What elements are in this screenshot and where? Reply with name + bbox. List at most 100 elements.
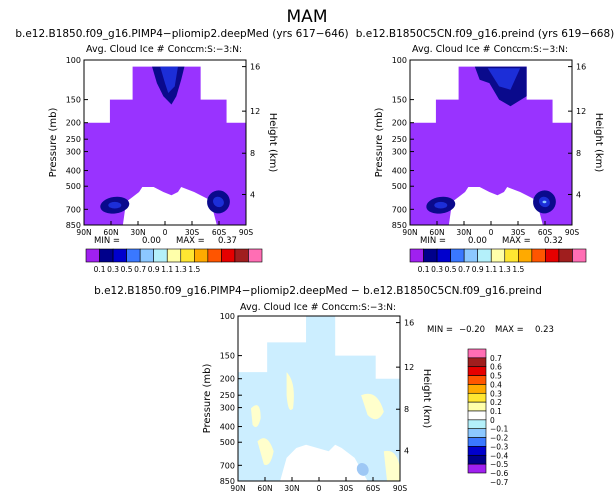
x-tick-label: 60S <box>366 484 381 493</box>
y-tick-label: 500 <box>66 182 81 191</box>
contour-blob-sh-peak <box>542 200 547 204</box>
colorbar-label: −0.6 <box>490 469 508 478</box>
colorbar-swatch <box>467 437 487 447</box>
contour-inner-tropics <box>487 68 521 90</box>
colorbar-swatch <box>490 248 506 263</box>
contour-blob-nh-inner <box>108 201 122 209</box>
colorbar-label: 0.1 <box>94 265 106 274</box>
colorbar: 0.70.60.50.40.30.20.10−0.1−0.2−0.3−0.4−0… <box>467 348 508 487</box>
colorbar-label: −0.2 <box>490 434 508 443</box>
height-tick-label: 8 <box>576 149 581 158</box>
contour-neg-1 <box>356 463 369 476</box>
colorbar-swatch <box>558 248 573 263</box>
colorbar-label: 0.7 <box>490 354 502 363</box>
x-tick-label: 60S <box>212 228 227 237</box>
x-tick-label: 0 <box>163 228 168 237</box>
y-tick-label: 250 <box>392 135 407 144</box>
height-tick-label: 12 <box>250 107 260 116</box>
x-tick-label: 90N <box>402 228 417 237</box>
y-tick-label: 250 <box>220 391 235 400</box>
y-tick-label: 500 <box>392 182 407 191</box>
stat-min-label: MIN = <box>427 325 453 335</box>
stat-max-value: 0.37 <box>218 236 237 246</box>
colorbar-label: 0.3 <box>107 265 119 274</box>
y-axis-label-right: Height (km) <box>267 113 278 173</box>
colorbar-swatch <box>467 392 487 403</box>
contour-fill-low <box>84 66 246 225</box>
colorbar-swatch <box>545 248 560 263</box>
contour-pos-5 <box>383 450 400 481</box>
y-tick-label: 200 <box>392 119 407 128</box>
colorbar-swatch <box>166 248 182 263</box>
colorbar-swatch <box>126 248 141 263</box>
stat-min-value: −0.20 <box>459 325 485 335</box>
colorbar-label: 0.1 <box>490 407 502 416</box>
colorbar-swatch <box>467 348 487 359</box>
chart-panel-2: b.e12.B1850C5CN.f09_g16.preind (yrs 619−… <box>356 28 615 274</box>
colorbar-swatch <box>436 248 451 263</box>
x-tick-label: 60N <box>103 228 118 237</box>
contour-blob-nh-inner <box>434 201 448 209</box>
height-tick-label: 12 <box>404 363 414 372</box>
plot-area <box>410 66 572 225</box>
plot-area <box>238 316 400 481</box>
stat-min-value: 0.00 <box>468 236 487 246</box>
y-tick-label: 100 <box>220 312 235 321</box>
x-tick-label: 90S <box>239 228 254 237</box>
x-tick-label: 90S <box>565 228 580 237</box>
y-tick-label: 500 <box>220 438 235 447</box>
colorbar-label: 0.5 <box>445 265 457 274</box>
colorbar-label: −0.3 <box>490 442 508 451</box>
colorbar-swatch <box>234 248 249 263</box>
y-tick-label: 150 <box>392 96 407 105</box>
panel-title: b.e12.B1850.f09_g16.PIMP4−pliomip2.deepM… <box>15 28 348 40</box>
figure-title: MAM <box>287 7 328 27</box>
height-tick-label: 4 <box>576 190 581 199</box>
colorbar-label: 0.6 <box>490 363 502 372</box>
colorbar-swatch <box>409 248 424 263</box>
panel-title: b.e12.B1850.f09_g16.PIMP4−pliomip2.deepM… <box>94 285 542 297</box>
y-tick-label: 150 <box>66 96 81 105</box>
contour-fill-low <box>410 66 572 225</box>
contour-pos-2 <box>257 438 274 466</box>
colorbar-swatch <box>423 248 438 263</box>
stat-max-label: MAX = <box>495 325 524 335</box>
height-tick-label: 4 <box>404 446 409 455</box>
x-tick-label: 30N <box>130 228 145 237</box>
colorbar-swatch <box>467 410 487 421</box>
x-tick-label: 90N <box>76 228 91 237</box>
y-tick-label: 850 <box>392 221 407 230</box>
y-tick-label: 850 <box>220 477 235 486</box>
colorbar-swatch <box>194 248 209 263</box>
colorbar: 0.1 0.3 0.5 0.7 0.9 1.1 1.3 1.5 <box>85 248 263 274</box>
x-tick-label: 30S <box>185 228 200 237</box>
x-tick-label: 60N <box>429 228 444 237</box>
y-tick-label: 150 <box>220 352 235 361</box>
colorbar-label: 0.3 <box>431 265 443 274</box>
colorbar-swatch <box>85 248 100 263</box>
colorbar-swatch <box>221 248 236 263</box>
colorbar-label: 1.5 <box>188 265 200 274</box>
height-tick-label: 16 <box>576 63 586 72</box>
y-tick-label: 400 <box>66 167 81 176</box>
colorbar-swatch <box>531 248 546 263</box>
colorbar-label: 1.5 <box>512 265 524 274</box>
colorbar-swatch <box>467 463 487 474</box>
chart-panel-1: b.e12.B1850.f09_g16.PIMP4−pliomip2.deepM… <box>15 28 348 274</box>
colorbar-label: 0.9 <box>472 265 484 274</box>
y-tick-label: 850 <box>66 221 81 230</box>
x-tick-label: 0 <box>489 228 494 237</box>
y-tick-label: 300 <box>66 148 81 157</box>
x-tick-label: 0 <box>317 484 322 493</box>
panel-subtitle: Avg. Cloud Ice # Conc. <box>86 44 194 55</box>
stat-min-label: MIN = <box>420 236 446 246</box>
colorbar-label: 1.3 <box>499 265 511 274</box>
colorbar-label: 0.1 <box>418 265 430 274</box>
colorbar-swatch <box>467 384 487 394</box>
panel-units: cm:S:−3:N: <box>516 45 568 55</box>
colorbar-swatch <box>248 248 263 263</box>
height-tick-label: 4 <box>250 190 255 199</box>
colorbar-label: 1.3 <box>175 265 187 274</box>
y-tick-label: 300 <box>392 148 407 157</box>
